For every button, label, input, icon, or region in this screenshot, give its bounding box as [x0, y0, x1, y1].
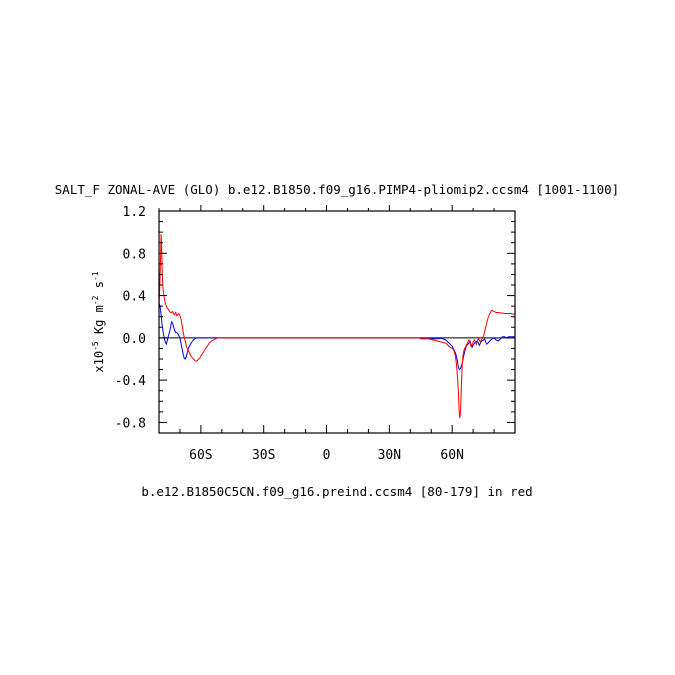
y-label-mid2: s: [92, 281, 106, 295]
y-tick-label: 1.2: [123, 205, 146, 220]
y-tick-label: 0.4: [123, 290, 147, 305]
x-axis-label: b.e12.B1850C5CN.f09_g16.preind.ccsm4 [80…: [141, 484, 532, 499]
chart-title: SALT_F ZONAL-AVE (GLO) b.e12.B1850.f09_g…: [55, 182, 619, 197]
series-line-2: [158, 234, 515, 419]
y-tick-labels: 1.2 0.8 0.4 0.0 -0.4 -0.8: [115, 205, 146, 431]
y-label-prefix: x10: [92, 351, 106, 373]
y-label-exp2: -2: [91, 295, 100, 305]
x-tick-label: 30S: [252, 448, 275, 463]
plot-frame: [158, 210, 516, 434]
series-line-1: [158, 302, 515, 371]
y-label-mid: Kg m: [92, 305, 106, 341]
y-tick-label: -0.4: [115, 374, 146, 389]
y-axis-label: x10-5 Kg m-2 s-1: [91, 271, 106, 372]
y-label-exp3: -1: [91, 271, 100, 281]
y-label-exp1: -5: [91, 341, 100, 351]
y-tick-label: 0.0: [123, 332, 146, 347]
x-tick-labels: 60S 30S 0 30N 60N: [189, 448, 464, 463]
x-tick-label: 60S: [189, 448, 212, 463]
series-layer: [158, 234, 515, 419]
x-tick-label: 60N: [440, 448, 463, 463]
y-tick-label: -0.8: [115, 416, 146, 431]
x-tick-label: 0: [323, 448, 331, 463]
x-tick-label: 30N: [378, 448, 401, 463]
y-tick-label: 0.8: [123, 247, 146, 262]
